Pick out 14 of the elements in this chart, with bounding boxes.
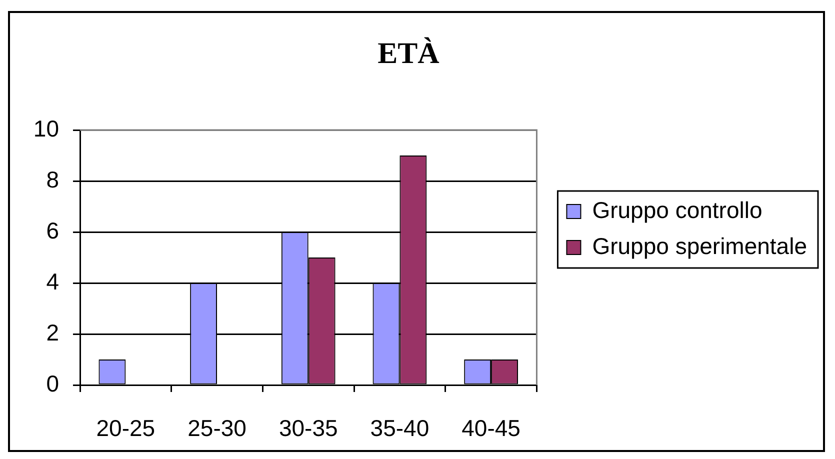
chart-title: ETÀ xyxy=(378,36,440,70)
x-tick-label: 35-40 xyxy=(370,415,430,442)
y-tick-label: 2 xyxy=(46,319,59,346)
legend-label: Gruppo controllo xyxy=(592,196,762,223)
y-tick-label: 8 xyxy=(46,166,59,192)
x-tick-label: 30-35 xyxy=(278,415,338,442)
y-tick-label: 0 xyxy=(46,370,59,396)
y-tick-label: 6 xyxy=(46,217,59,244)
legend-label: Gruppo sperimentale xyxy=(592,232,808,259)
x-tick-label: 40-45 xyxy=(462,415,520,442)
y-tick-label: 10 xyxy=(33,115,59,142)
x-tick-label: 20-25 xyxy=(96,415,156,442)
x-tick-label: 25-30 xyxy=(188,415,246,442)
y-tick-label: 4 xyxy=(46,268,60,294)
